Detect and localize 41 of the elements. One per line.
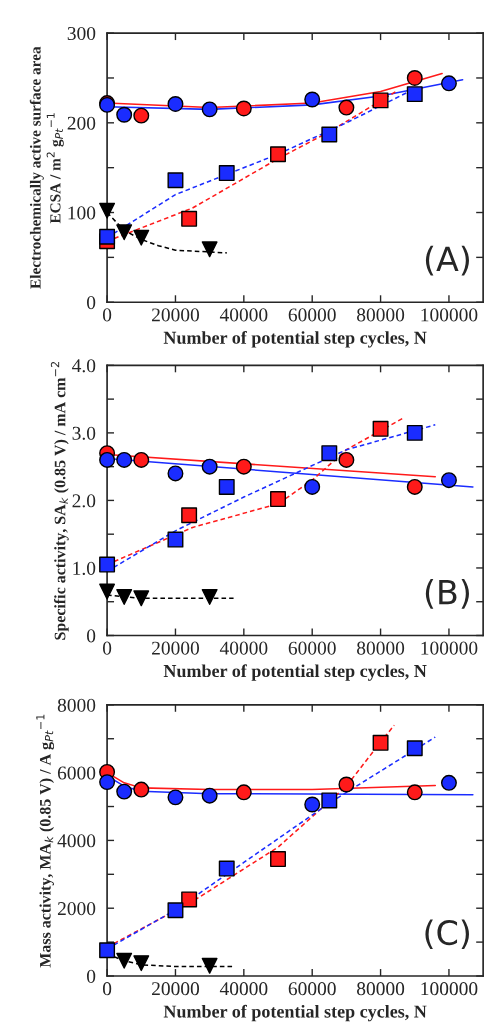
x-tick-label: 80000	[357, 982, 405, 996]
x-tick-label: 60000	[288, 308, 336, 322]
annotation: (A)	[425, 245, 469, 276]
annotation: (C)	[425, 919, 469, 950]
y-tick-label: 300	[67, 26, 96, 41]
y-tick-label: 2000	[57, 902, 96, 916]
x-tick-label: 60000	[288, 641, 336, 655]
x-axis-title: Number of potential step cycles, N	[163, 1004, 427, 1022]
x-tick-label: 20000	[152, 982, 200, 996]
y-tick-label: 2.0	[72, 494, 96, 508]
x-axis-title: Number of potential step cycles, N	[163, 330, 427, 348]
x-tick-label: 20000	[152, 308, 200, 322]
y-tick-label: 4000	[57, 834, 96, 848]
y-tick-label: 6000	[57, 766, 96, 780]
y-axis-title: Specific activity, SA$_{k}$ (0.85 V) / mA cm$^{−2}$	[50, 361, 69, 640]
x-tick-label: 20000	[152, 641, 200, 655]
y-tick-label: 0	[87, 629, 96, 643]
x-tick-label: 80000	[357, 308, 405, 322]
x-tick-label: 60000	[288, 982, 336, 996]
y-tick-label: 1.0	[73, 561, 96, 575]
x-tick-label: 0	[102, 308, 112, 322]
x-tick-label: 40000	[219, 982, 268, 996]
y-tick-label: 8000	[57, 698, 96, 712]
annotation: (B)	[425, 578, 469, 609]
x-axis-title: Number of potential step cycles, N	[163, 664, 427, 681]
y-axis-title: Mass activity, MA$_{k}$ (0.85 V) / A g$_{Pt}$$^{−1}$	[36, 714, 55, 968]
x-tick-label: 0	[102, 982, 112, 996]
y-axis-title: Electrochemically active surface area ECSA / m$^{2}$ g$_{Pt}$$^{−1}$	[29, 46, 64, 289]
y-tick-label: 0	[87, 969, 96, 983]
x-tick-label: 100000	[421, 308, 478, 322]
x-tick-label: 100000	[421, 641, 478, 655]
x-tick-label: 80000	[357, 641, 405, 655]
x-tick-label: 40000	[219, 308, 268, 322]
y-tick-label: 200	[67, 116, 96, 130]
x-tick-label: 40000	[219, 641, 268, 655]
y-tick-label: 0	[87, 296, 96, 310]
y-tick-label: 100	[68, 206, 96, 220]
y-tick-label: 3.0	[72, 426, 96, 440]
y-tick-label: 4.0	[72, 359, 96, 373]
x-tick-label: 100000	[421, 982, 478, 996]
x-tick-label: 0	[102, 641, 112, 655]
